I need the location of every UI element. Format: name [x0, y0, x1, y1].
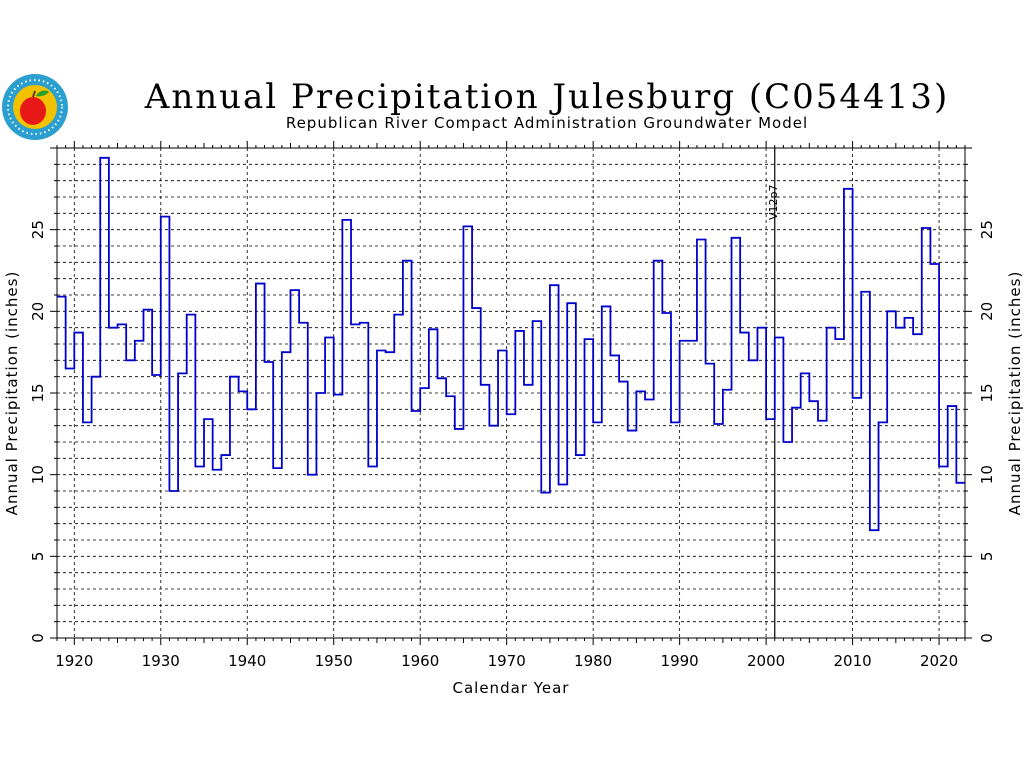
x-tick-label: 1950 [315, 652, 353, 670]
vertical-gridlines [73, 148, 940, 638]
y-tick-label-left: 5 [29, 552, 47, 562]
x-tick-label: 1990 [661, 652, 699, 670]
y-tick-labels-left: 0 5 10 15 20 25 [29, 220, 47, 643]
y-tick-label-left: 15 [29, 383, 47, 402]
x-tick-label: 1970 [488, 652, 526, 670]
y-tick-label-left: 0 [29, 633, 47, 643]
x-tick-label: 1980 [574, 652, 612, 670]
logo-lettering-ring [7, 79, 63, 135]
series-precipitation [57, 156, 965, 532]
y-tick-label-left: 10 [29, 465, 47, 484]
version-marker-label: V12p7 [767, 184, 780, 220]
x-tick-label: 2020 [920, 652, 958, 670]
y-tick-label-right: 25 [978, 220, 996, 239]
x-tick-label: 1930 [142, 652, 180, 670]
x-tick-label: 1960 [401, 652, 439, 670]
chart-subtitle: Republican River Compact Administration … [286, 114, 808, 132]
y-tick-label-left: 20 [29, 302, 47, 321]
axis-ticks [50, 141, 972, 645]
y-tick-label-right: 0 [978, 633, 996, 643]
x-tick-labels: 1920 1930 1940 1950 1960 1970 1980 1990 2000 2010… [55, 652, 958, 670]
series-line [57, 156, 965, 532]
y-tick-labels-right: 0 5 10 15 20 25 [978, 220, 996, 643]
apple-icon [20, 97, 46, 125]
x-axis-label: Calendar Year [453, 679, 570, 697]
x-tick-label: 1940 [228, 652, 266, 670]
leaf-icon [36, 90, 49, 97]
y-tick-label-right: 10 [978, 465, 996, 484]
y-axis-label-right: Annual Precipitation (inches) [1006, 271, 1024, 516]
x-tick-label: 2000 [747, 652, 785, 670]
horizontal-gridlines [57, 163, 965, 623]
y-tick-label-right: 15 [978, 383, 996, 402]
x-tick-label: 1920 [55, 652, 93, 670]
y-tick-label-right: 20 [978, 302, 996, 321]
plot-frame [56, 147, 966, 639]
rrca-logo [2, 74, 68, 140]
x-tick-label: 2010 [833, 652, 871, 670]
y-tick-label-left: 25 [29, 220, 47, 239]
apple-stem-icon [32, 90, 36, 98]
chart-title: Annual Precipitation Julesburg (C054413) [144, 77, 949, 117]
y-tick-label-right: 5 [978, 552, 996, 562]
y-axis-label-left: Annual Precipitation (inches) [3, 271, 21, 516]
